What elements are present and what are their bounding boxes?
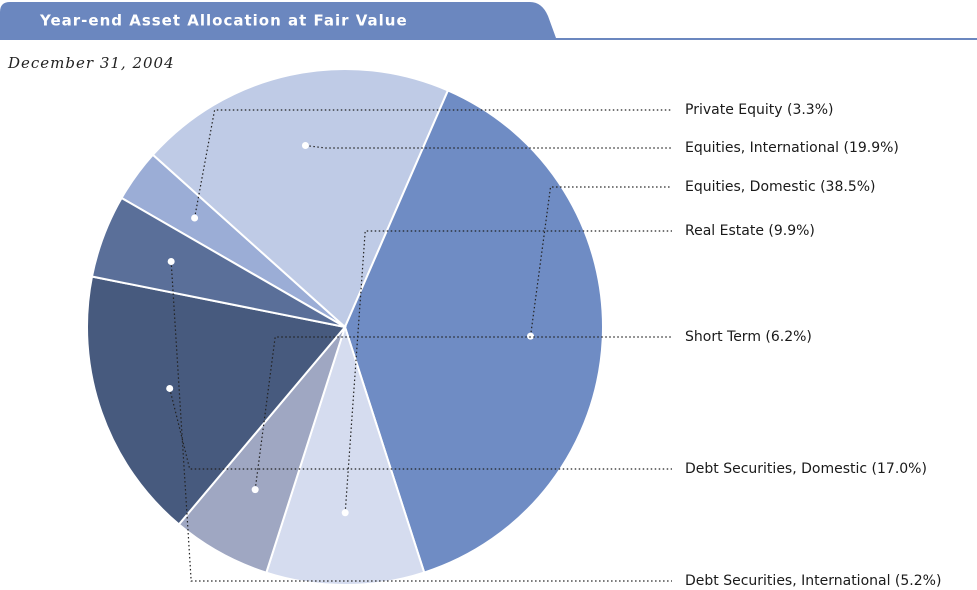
leader-dot bbox=[166, 384, 174, 392]
chart-title: Year-end Asset Allocation at Fair Value bbox=[39, 12, 408, 30]
legend-label: Equities, International (19.9%) bbox=[685, 140, 899, 156]
legend-label: Real Estate (9.9%) bbox=[685, 223, 815, 239]
pie-slice bbox=[343, 89, 604, 574]
pie bbox=[86, 68, 604, 586]
leader-dot bbox=[301, 142, 309, 150]
leader-dot bbox=[251, 486, 259, 494]
legend-label: Private Equity (3.3%) bbox=[685, 102, 833, 118]
leader-dot bbox=[191, 214, 199, 222]
pie-slice bbox=[86, 275, 347, 526]
leader-line bbox=[194, 109, 672, 219]
leader-dot bbox=[341, 509, 349, 517]
leaders bbox=[166, 109, 672, 582]
leader-line bbox=[170, 261, 672, 582]
pie-slice bbox=[265, 323, 426, 586]
chart-subtitle: December 31, 2004 bbox=[7, 54, 175, 72]
legend-label: Debt Securities, Domestic (17.0%) bbox=[685, 461, 927, 477]
leader-line bbox=[305, 144, 672, 149]
title-tab bbox=[0, 2, 977, 40]
leader-dot bbox=[527, 332, 535, 340]
leader-dot bbox=[167, 258, 175, 266]
pie-slice bbox=[151, 68, 450, 329]
leader-line bbox=[169, 388, 672, 470]
legend-label: Debt Securities, International (5.2%) bbox=[685, 573, 941, 589]
pie-slice bbox=[90, 196, 346, 328]
legend-label: Short Term (6.2%) bbox=[685, 329, 812, 345]
legend-label: Equities, Domestic (38.5%) bbox=[685, 179, 876, 195]
